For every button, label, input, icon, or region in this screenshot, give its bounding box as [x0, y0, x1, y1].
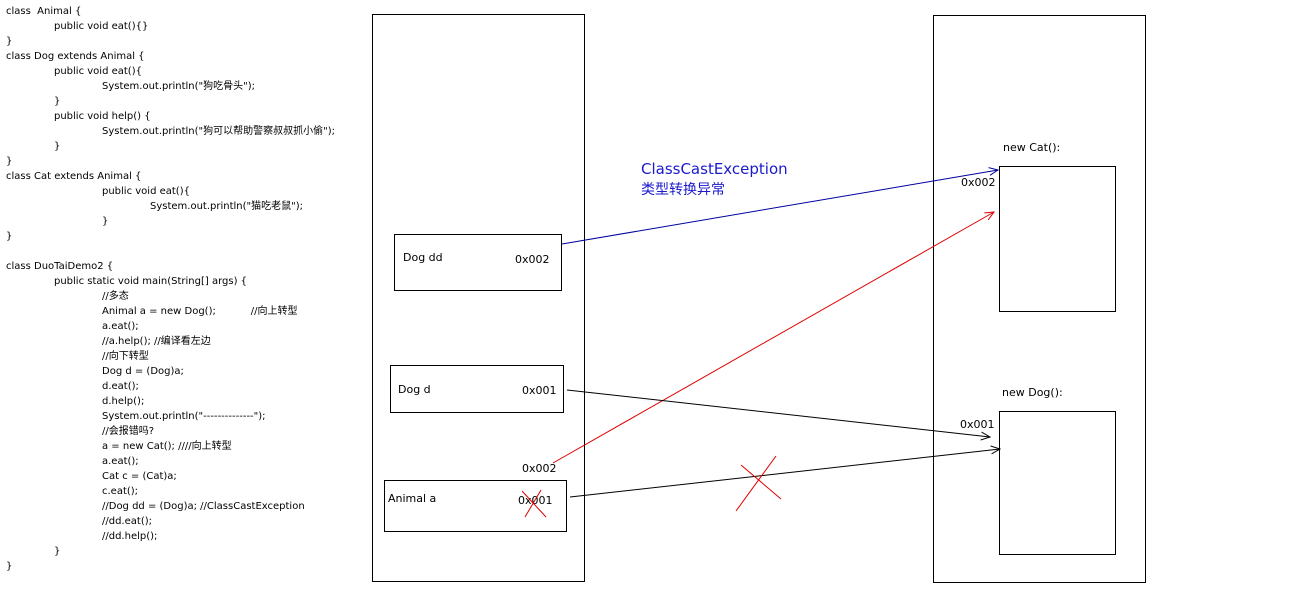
dog-object-title: new Dog():	[1002, 386, 1063, 399]
arrow-dd-to-cat	[561, 170, 998, 245]
code-line: }	[6, 561, 13, 572]
cancel-mark-2	[735, 455, 777, 512]
heap-dog-object: new Dog(): 0x001	[960, 386, 1116, 555]
code-line: c.eat();	[102, 486, 139, 497]
code-line: Animal a = new Dog(); //向上转型	[102, 306, 298, 317]
dog-dd-label: Dog dd	[403, 251, 443, 264]
code-line: }	[102, 216, 109, 227]
code-line: Cat c = (Cat)a;	[102, 471, 177, 482]
cat-object-addr: 0x002	[961, 176, 996, 189]
code-line: //dd.help();	[102, 531, 158, 542]
cancel-mark-1	[740, 464, 782, 500]
code-line: class Animal {	[6, 6, 82, 17]
code-line: //多态	[102, 291, 129, 302]
heap-region	[933, 15, 1146, 583]
exception-desc: 类型转换异常	[641, 181, 725, 198]
stack-var-dog-dd: Dog dd 0x002	[394, 234, 562, 291]
code-line: a.eat();	[102, 456, 139, 467]
code-line: public void help() {	[54, 111, 151, 122]
code-line: //Dog dd = (Dog)a; //ClassCastException	[102, 501, 305, 512]
code-line: }	[54, 96, 61, 107]
code-line: class Dog extends Animal {	[6, 51, 145, 62]
dog-d-label: Dog d	[398, 383, 431, 396]
code-line: //向下转型	[102, 351, 149, 362]
code-line: System.out.println("猫吃老鼠");	[150, 201, 304, 212]
code-line: class Cat extends Animal {	[6, 171, 142, 182]
animal-a-new-addr: 0x002	[522, 462, 557, 475]
code-line: a = new Cat(); ////向上转型	[102, 441, 232, 452]
stack-region	[372, 14, 585, 582]
cat-object-title: new Cat():	[1003, 141, 1060, 154]
dog-dd-addr: 0x002	[515, 253, 550, 266]
dog-object-addr: 0x001	[960, 418, 995, 431]
code-line: //会报错吗?	[102, 426, 155, 437]
dog-d-addr: 0x001	[522, 384, 557, 397]
arrow-a-to-cat	[552, 212, 994, 464]
code-line: d.help();	[102, 396, 145, 407]
code-listing: class Animal { public void eat(){}} class …	[0, 0, 360, 602]
exception-name: ClassCastException	[641, 160, 788, 178]
stack-var-dog-d: Dog d 0x001	[390, 365, 564, 413]
code-line: }	[6, 36, 13, 47]
code-line: System.out.println("狗可以帮助警察叔叔抓小偷");	[102, 126, 336, 137]
code-line: System.out.println("--------------");	[102, 411, 266, 422]
arrow-d-to-dog	[566, 389, 990, 437]
animal-a-label: Animal a	[388, 492, 436, 505]
code-line: }	[54, 546, 61, 557]
code-line: public static void main(String[] args) {	[54, 276, 248, 287]
code-line: Dog d = (Dog)a;	[102, 366, 184, 377]
code-line: System.out.println("狗吃骨头");	[102, 81, 256, 92]
code-line: //a.help(); //编译看左边	[102, 336, 211, 347]
stack-var-animal-a: Animal a 0x001 0x002	[384, 462, 567, 532]
strike-old-addr-1	[521, 490, 547, 518]
code-line: public void eat(){	[54, 66, 142, 77]
code-line: }	[6, 231, 13, 242]
code-line: }	[6, 156, 13, 167]
strike-old-addr-2	[524, 489, 542, 518]
code-line: //dd.eat();	[102, 516, 152, 527]
code-line: public void eat(){	[102, 186, 190, 197]
code-line: d.eat();	[102, 381, 139, 392]
code-line: }	[54, 141, 61, 152]
arrow-a-to-dog	[569, 449, 1000, 498]
code-line: public void eat(){}	[54, 21, 149, 32]
code-line: a.eat();	[102, 321, 139, 332]
code-line: class DuoTaiDemo2 {	[6, 261, 114, 272]
heap-cat-object: new Cat(): 0x002	[961, 141, 1116, 312]
